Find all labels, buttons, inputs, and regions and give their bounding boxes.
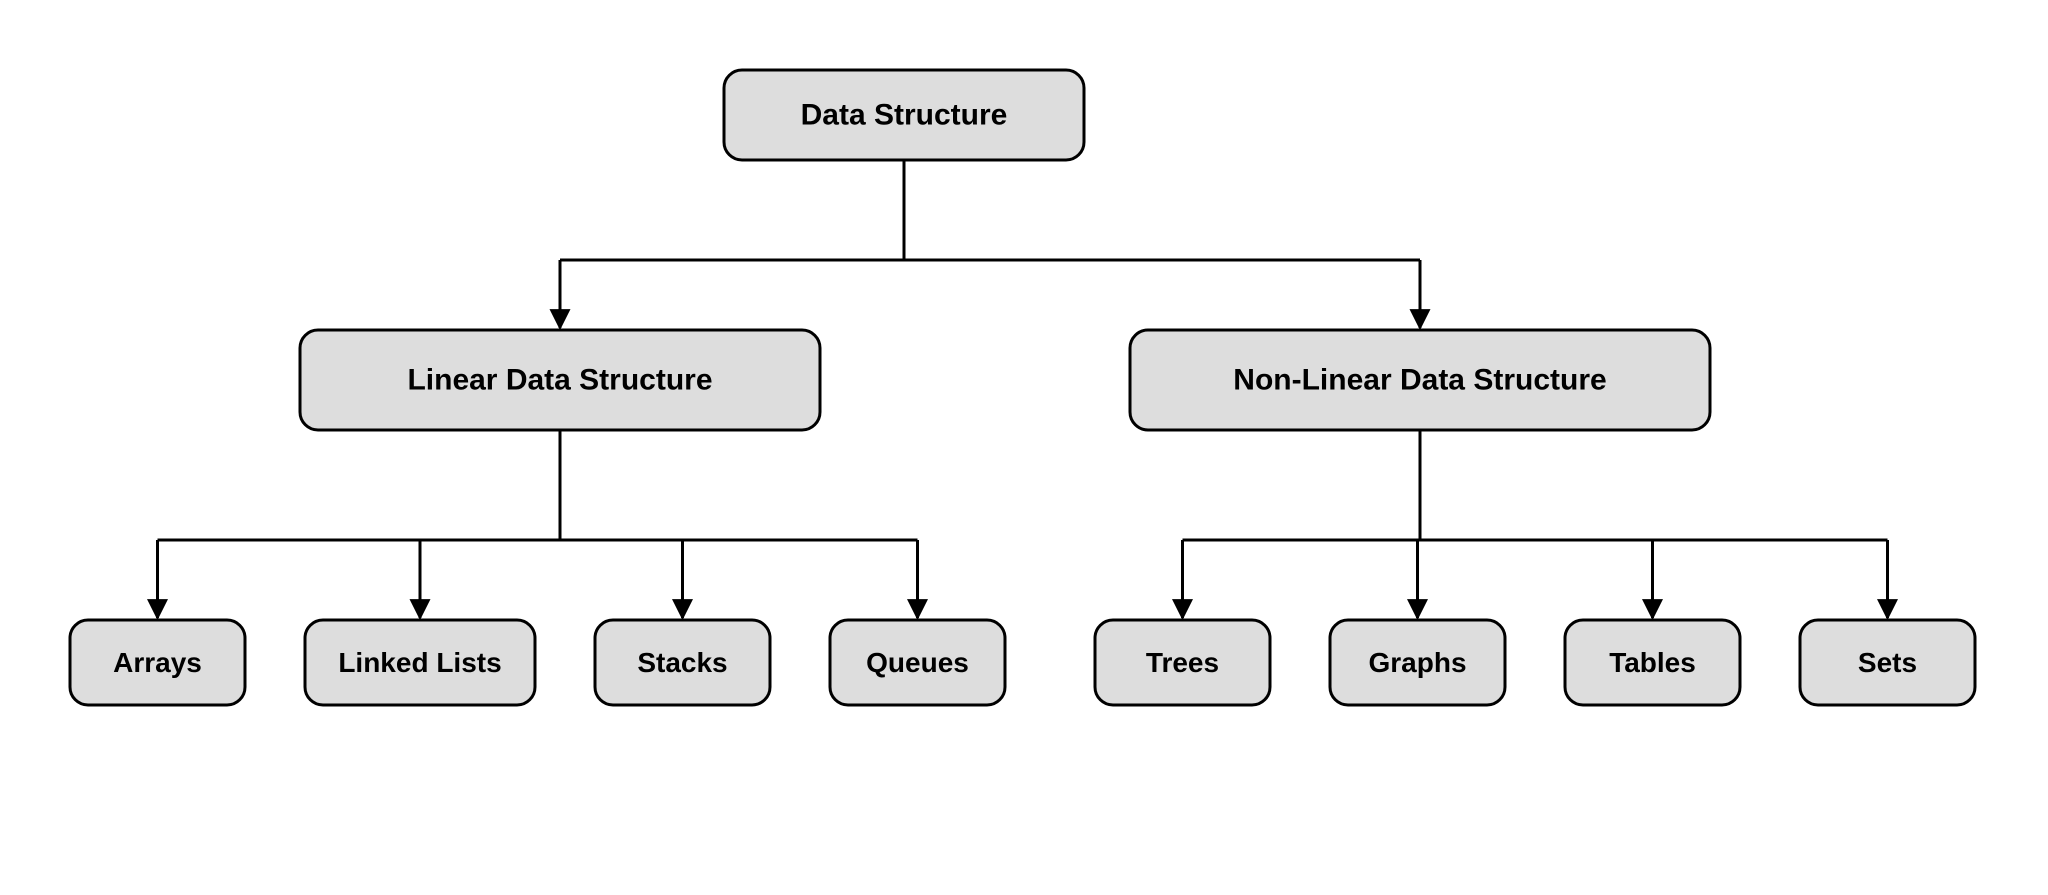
node-label: Tables: [1609, 647, 1696, 678]
node-label: Arrays: [113, 647, 202, 678]
node-arrays: Arrays: [70, 620, 245, 705]
node-label: Linear Data Structure: [407, 364, 712, 397]
node-trees: Trees: [1095, 620, 1270, 705]
node-llists: Linked Lists: [305, 620, 535, 705]
node-nonlinear: Non-Linear Data Structure: [1130, 330, 1710, 430]
node-label: Non-Linear Data Structure: [1233, 364, 1606, 397]
node-root: Data Structure: [724, 70, 1084, 160]
node-label: Trees: [1146, 647, 1219, 678]
node-label: Sets: [1858, 647, 1917, 678]
node-label: Stacks: [637, 647, 727, 678]
node-graphs: Graphs: [1330, 620, 1505, 705]
diagram-canvas: Data Structure Linear Data Structure Non-L…: [0, 0, 2048, 895]
node-sets: Sets: [1800, 620, 1975, 705]
node-label: Linked Lists: [338, 647, 501, 678]
node-linear: Linear Data Structure: [300, 330, 820, 430]
node-stacks: Stacks: [595, 620, 770, 705]
node-label: Data Structure: [801, 99, 1008, 132]
node-label: Queues: [866, 647, 969, 678]
node-tables: Tables: [1565, 620, 1740, 705]
node-label: Graphs: [1368, 647, 1466, 678]
node-queues: Queues: [830, 620, 1005, 705]
